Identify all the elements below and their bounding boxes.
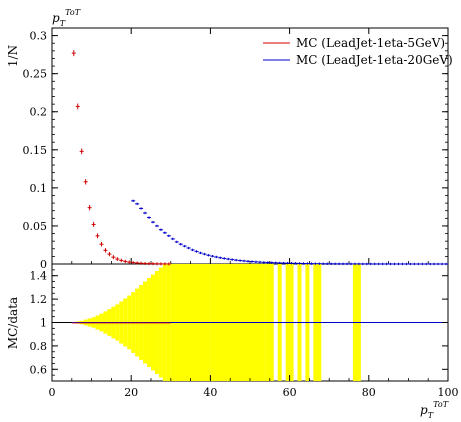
- x-tick-label: 100: [438, 386, 459, 399]
- ratio-y-tick-label: 0.6: [30, 363, 48, 376]
- y-tick-label: 0.15: [23, 144, 48, 157]
- x-label-sup: ToT: [433, 400, 449, 409]
- y-tick-label: 0.05: [23, 220, 48, 233]
- top-ylabel-sup: ToT: [65, 8, 81, 17]
- y-axis-label-main: 1/N: [6, 45, 20, 67]
- y-tick-label: 0: [40, 258, 47, 271]
- main-ticks-group: 0 0.05 0.1 0.15 0.2 0.25 0.3: [23, 28, 449, 271]
- ratio-y-tick-label: 0.8: [30, 340, 48, 353]
- legend-label-20gev: MC (LeadJet-1eta-20GeV): [296, 53, 453, 67]
- legend-label-5gev: MC (LeadJet-1eta-5GeV): [296, 36, 445, 50]
- x-tick-label: 0: [49, 386, 56, 399]
- x-tick-label: 80: [362, 386, 376, 399]
- y-tick-label: 0.1: [30, 182, 48, 195]
- x-label-sub: T: [428, 411, 434, 420]
- top-ylabel-base: p: [52, 11, 60, 25]
- y-tick-label: 0.3: [30, 30, 48, 43]
- ratio-y-tick-label: 1: [40, 317, 47, 330]
- legend: MC (LeadJet-1eta-5GeV) MC (LeadJet-1eta-…: [263, 36, 453, 67]
- top-ylabel-sub: T: [60, 19, 66, 28]
- x-tick-label: 60: [283, 386, 297, 399]
- top-ylabel: pT ToT: [52, 8, 81, 28]
- ratio-ticks-group: 0.60.811.21.40 20 40 60 80 100: [30, 261, 459, 399]
- y-axis-label-ratio: MC/data: [6, 297, 20, 349]
- x-axis-label: pT ToT: [420, 400, 449, 420]
- x-label-base: p: [420, 403, 428, 417]
- series-group: [71, 50, 449, 266]
- ratio-y-tick-label: 1.4: [30, 270, 48, 283]
- x-tick-label: 20: [124, 386, 138, 399]
- y-tick-label: 0.25: [23, 68, 48, 81]
- y-tick-label: 0.2: [30, 106, 48, 119]
- ratio-y-tick-label: 1.2: [30, 293, 48, 306]
- x-tick-label: 40: [203, 386, 217, 399]
- ratio-reference-group: [52, 322, 448, 324]
